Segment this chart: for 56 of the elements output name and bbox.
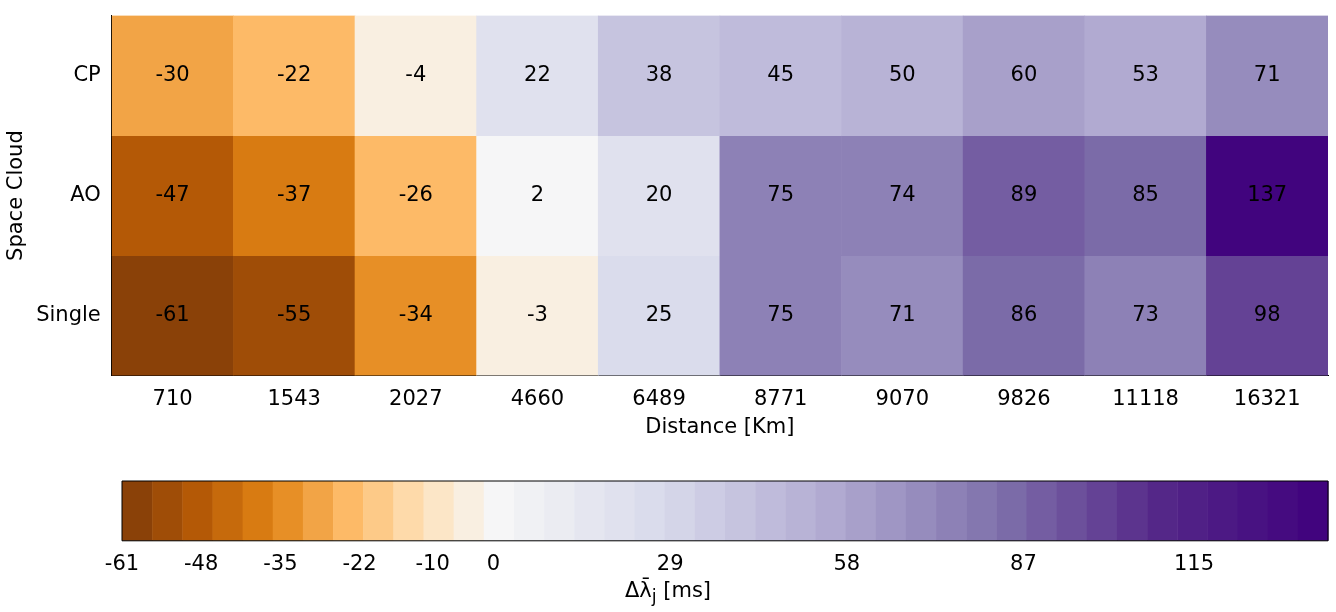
data-label: 74	[888, 182, 916, 207]
data-label: -26	[398, 182, 433, 207]
data-label: 71	[1253, 62, 1281, 87]
data-label: 50	[888, 62, 916, 87]
data-label: -22	[277, 62, 312, 87]
data-label: 71	[888, 302, 916, 327]
data-label: -55	[277, 302, 312, 327]
data-label: 137	[1247, 182, 1288, 207]
y-tick-label: AO	[70, 182, 101, 207]
color-bar-title: Δλ̄$_{j}$ [ms]	[623, 578, 713, 607]
data-label: 25	[645, 302, 673, 327]
x-tick-label: 2027	[389, 385, 443, 410]
data-label: -37	[277, 182, 312, 207]
x-tick-label: 16321	[1233, 385, 1301, 410]
data-label: 20	[645, 182, 673, 207]
data-label: 2	[530, 182, 545, 207]
data-label: -47	[155, 182, 190, 207]
color-bar-label: -48	[184, 550, 219, 575]
color-bar-label: -35	[263, 550, 298, 575]
data-label: 75	[767, 182, 795, 207]
color-bar-label: 0	[486, 550, 501, 575]
data-label: 98	[1253, 302, 1281, 327]
data-label: 75	[767, 302, 795, 327]
data-label: -61	[155, 302, 190, 327]
x-tick-label: 9826	[997, 385, 1051, 410]
color-bar-label: 29	[656, 550, 684, 575]
x-axis-title: Distance [Km]	[645, 413, 795, 438]
x-tick-label: 11118	[1112, 385, 1179, 410]
data-label: 22	[524, 62, 551, 87]
data-label: 38	[645, 62, 673, 87]
data-label: 89	[1010, 182, 1038, 207]
data-label: -3	[526, 302, 548, 327]
color-bar-label: 58	[833, 550, 861, 575]
y-tick-label: Single	[36, 302, 101, 327]
data-label: 45	[767, 62, 795, 87]
x-tick-label: 710	[152, 385, 193, 410]
y-axis-title: Space Cloud	[3, 130, 28, 261]
color-bar-label: -10	[415, 550, 450, 575]
x-tick-label: 9070	[875, 385, 930, 410]
y-tick-label: CP	[73, 62, 101, 87]
data-label: 73	[1132, 302, 1159, 327]
data-label: 86	[1010, 302, 1038, 327]
data-label: -34	[398, 302, 433, 327]
x-tick-label: 4660	[510, 385, 565, 410]
color-bar-label: -22	[342, 550, 377, 575]
x-tick-label: 6489	[632, 385, 686, 410]
data-label: -30	[155, 62, 190, 87]
data-label: 60	[1010, 62, 1038, 87]
color-bar-label: -61	[104, 550, 140, 575]
color-bar-label: 87	[1010, 550, 1037, 575]
x-tick-label: 8771	[753, 385, 808, 410]
data-label: 53	[1132, 62, 1159, 87]
data-label: 85	[1132, 182, 1159, 207]
x-tick-label: 1543	[267, 385, 321, 410]
color-bar-label: 115	[1173, 550, 1215, 575]
data-label: -4	[405, 62, 427, 87]
